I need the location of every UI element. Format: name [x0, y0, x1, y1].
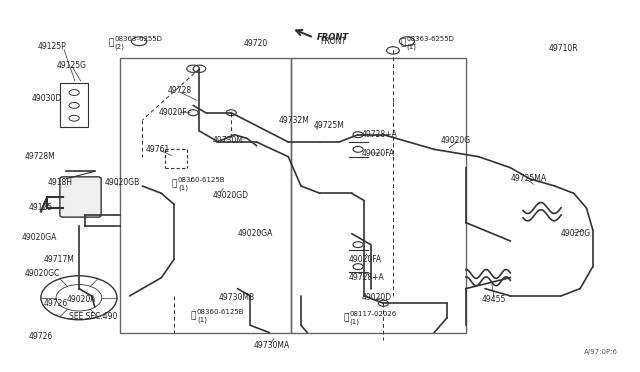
Text: Ⓢ: Ⓢ — [191, 312, 196, 321]
Text: 49761: 49761 — [145, 145, 170, 154]
Text: 49020GC: 49020GC — [25, 269, 60, 279]
Text: 49125: 49125 — [28, 203, 52, 212]
Text: Ⓢ: Ⓢ — [172, 180, 177, 189]
Text: 49455: 49455 — [482, 295, 506, 304]
Text: 49717M: 49717M — [44, 255, 75, 264]
Text: 49020FA: 49020FA — [361, 148, 394, 157]
Text: 49725M: 49725M — [314, 121, 344, 130]
Text: SEE SEC.490: SEE SEC.490 — [69, 312, 118, 321]
Text: FRONT: FRONT — [317, 33, 349, 42]
Text: Ⓢ: Ⓢ — [400, 39, 406, 48]
Text: FRONT: FRONT — [320, 37, 346, 46]
Text: 49030D: 49030D — [31, 93, 61, 103]
Text: 49020D: 49020D — [361, 293, 392, 302]
Bar — [291, 58, 466, 333]
Text: 49710R: 49710R — [548, 44, 578, 53]
Text: 49020GB: 49020GB — [104, 178, 140, 187]
Text: 49730M: 49730M — [212, 136, 243, 145]
Text: 4918H: 4918H — [47, 178, 72, 187]
Text: 49730MB: 49730MB — [218, 293, 255, 302]
Text: 49726: 49726 — [44, 299, 68, 308]
Text: 49020G: 49020G — [561, 229, 591, 238]
Text: 08360-6125B
(1): 08360-6125B (1) — [178, 177, 225, 191]
Bar — [120, 58, 291, 333]
Text: 49728M: 49728M — [25, 152, 56, 161]
Text: Ⓢ: Ⓢ — [108, 39, 114, 48]
Text: 49125P: 49125P — [38, 42, 67, 51]
Text: 49728+A: 49728+A — [361, 130, 397, 139]
Text: 49725MA: 49725MA — [510, 174, 547, 183]
Text: 49020F: 49020F — [158, 108, 187, 117]
Text: Ⓑ: Ⓑ — [343, 314, 349, 323]
Text: 49020GA: 49020GA — [22, 233, 57, 242]
Text: 49720: 49720 — [244, 39, 268, 48]
Text: 49730MA: 49730MA — [253, 341, 290, 350]
Text: 49728: 49728 — [168, 86, 192, 95]
Text: 49732M: 49732M — [279, 116, 310, 125]
Text: 49020G: 49020G — [440, 136, 470, 145]
Text: 08363-6255D
(2): 08363-6255D (2) — [115, 36, 163, 50]
Bar — [60, 83, 88, 127]
Text: 49020GD: 49020GD — [212, 191, 248, 200]
FancyBboxPatch shape — [60, 177, 101, 217]
Text: A/97:0P:6: A/97:0P:6 — [584, 349, 618, 355]
Text: 08117-02026
(1): 08117-02026 (1) — [349, 311, 396, 325]
Text: 49125G: 49125G — [57, 61, 86, 70]
Text: 49020A: 49020A — [66, 295, 96, 304]
Text: 49726: 49726 — [28, 332, 52, 341]
Text: 08360-6125B
(1): 08360-6125B (1) — [197, 310, 244, 323]
Text: 49728+A: 49728+A — [349, 273, 384, 282]
Text: 08363-6255D
(1): 08363-6255D (1) — [406, 36, 454, 50]
Text: 49020GA: 49020GA — [237, 229, 273, 238]
Text: 49020FA: 49020FA — [349, 255, 381, 264]
